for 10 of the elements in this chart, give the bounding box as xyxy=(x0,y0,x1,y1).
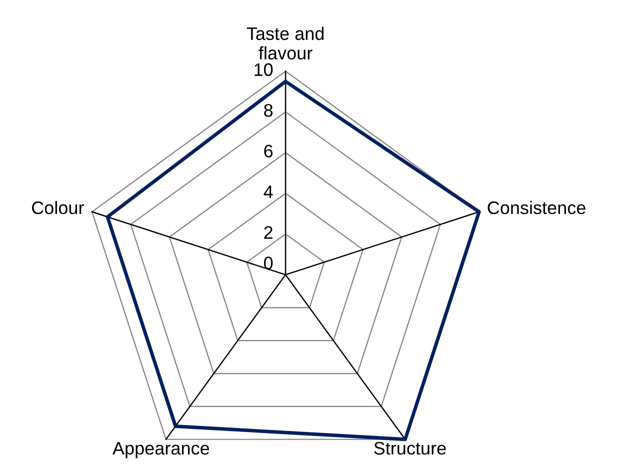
spoke-label: Colour xyxy=(32,200,84,214)
y-tick-label: 10 xyxy=(254,63,273,76)
y-tick-label: 6 xyxy=(264,144,273,158)
y-tick-label: 8 xyxy=(264,104,273,117)
spoke-label: Structure xyxy=(374,442,446,455)
spoke-label: Appearance xyxy=(112,442,210,458)
y-tick-label: 4 xyxy=(264,186,273,198)
spoke-label: Taste and flavour xyxy=(246,26,324,60)
y-tick-label: 2 xyxy=(264,226,272,239)
spoke-label: Consistence xyxy=(488,200,586,214)
